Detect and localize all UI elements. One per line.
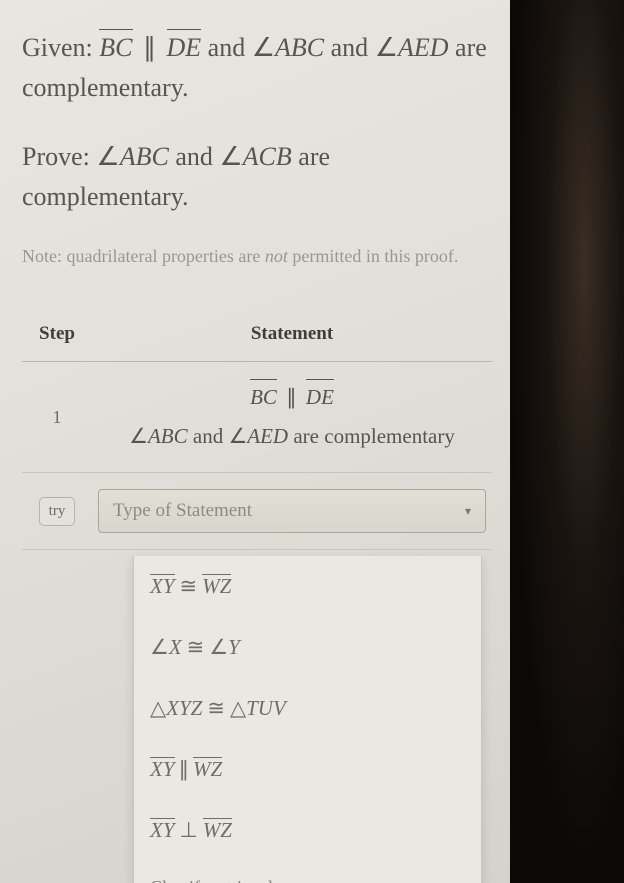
note-text: Note: quadrilateral properties are not p… xyxy=(22,239,492,273)
proof-page: Given: BC ∥ DE and ∠ABC and ∠AED are com… xyxy=(0,0,510,883)
option-segments-perpendicular[interactable]: XY⊥WZ xyxy=(134,800,481,861)
statement-cell: BC ∥ DE ∠ABC and ∠AED are complementary xyxy=(92,362,492,473)
statement-type-select[interactable]: Type of Statement ▾ xyxy=(98,489,486,533)
try-cell: try xyxy=(22,473,92,550)
col-statement: Statement xyxy=(92,309,492,362)
select-placeholder: Type of Statement xyxy=(113,500,252,522)
angle-abc-2: ABC xyxy=(120,142,169,171)
col-step: Step xyxy=(22,309,92,362)
angle-abc: ABC xyxy=(275,33,324,62)
prove-text: Prove: ∠ABC and ∠ACB are complementary. xyxy=(22,137,492,218)
segment-de: DE xyxy=(167,28,202,68)
segment-bc: BC xyxy=(99,28,132,68)
try-button[interactable]: try xyxy=(39,497,76,526)
statement-type-dropdown: XY≅WZ ∠X≅∠Y △XYZ≅△TUV XY∥WZ XY⊥WZ Classi… xyxy=(133,556,482,883)
option-triangles-congruent[interactable]: △XYZ≅△TUV xyxy=(134,678,481,739)
statement-input-cell: Type of Statement ▾ xyxy=(92,473,492,550)
given-label: Given: xyxy=(22,33,99,62)
step-number: 1 xyxy=(22,362,92,473)
table-row: try Type of Statement ▾ xyxy=(22,473,492,550)
given-text: Given: BC ∥ DE and ∠ABC and ∠AED are com… xyxy=(22,28,492,109)
option-classify-triangle[interactable]: Classify a triangle xyxy=(134,861,481,883)
prove-label: Prove: xyxy=(22,142,96,171)
angle-acb: ACB xyxy=(243,142,292,171)
angle-aed: AED xyxy=(398,33,449,62)
chevron-down-icon: ▾ xyxy=(465,504,471,519)
table-row: 1 BC ∥ DE ∠ABC and ∠AED are complementar… xyxy=(22,362,492,473)
proof-table: Step Statement 1 BC ∥ DE ∠ABC and ∠AED a… xyxy=(22,309,492,550)
parallel-symbol: ∥ xyxy=(139,33,160,62)
option-segments-parallel[interactable]: XY∥WZ xyxy=(134,739,481,800)
dark-background xyxy=(510,0,624,883)
option-angles-congruent[interactable]: ∠X≅∠Y xyxy=(134,617,481,678)
option-segments-congruent[interactable]: XY≅WZ xyxy=(134,556,481,617)
